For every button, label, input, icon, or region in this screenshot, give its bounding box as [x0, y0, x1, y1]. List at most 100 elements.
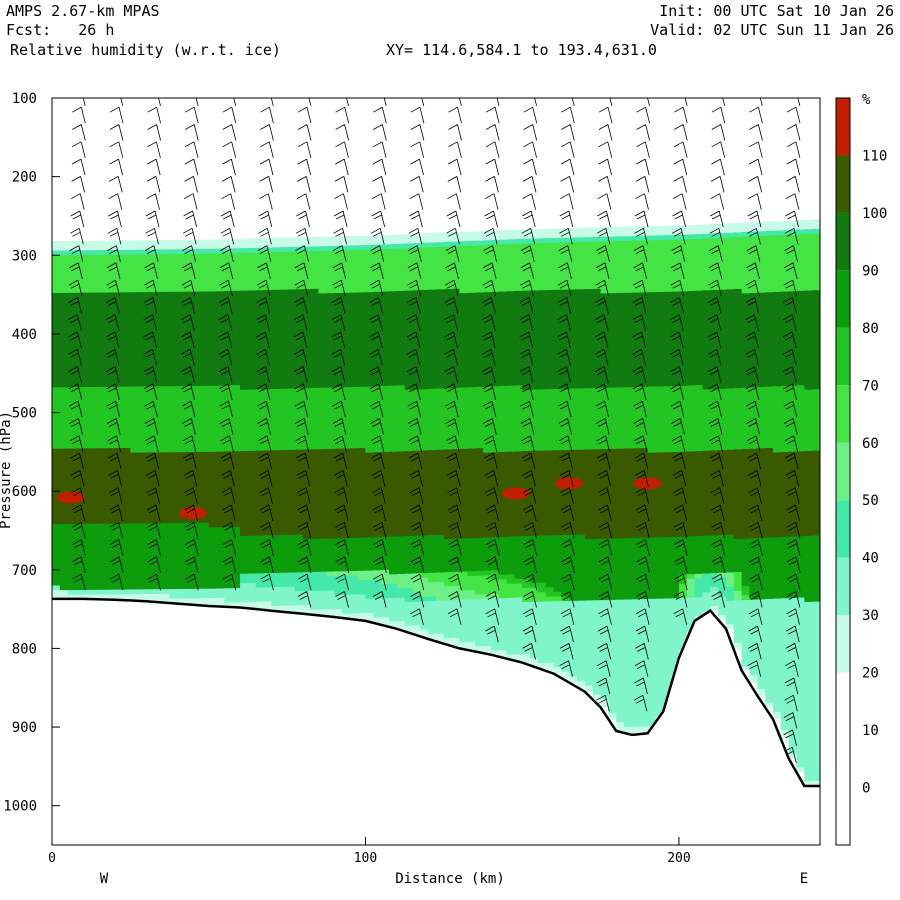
rh-cell	[757, 688, 766, 696]
rh-cell	[663, 239, 672, 293]
rh-cell	[443, 232, 453, 243]
rh-cell	[530, 229, 539, 240]
rh-cell	[169, 291, 178, 387]
rh-cell	[83, 250, 92, 256]
rh-cell	[592, 694, 602, 700]
rh-cell	[396, 597, 406, 622]
y-tick-label: 100	[12, 91, 37, 107]
rh-cell	[663, 386, 672, 453]
rh-cell	[804, 229, 813, 235]
rh-cell	[608, 241, 617, 294]
rh-cell	[185, 291, 194, 387]
rh-cell	[279, 572, 288, 588]
rh-cell	[177, 452, 186, 524]
rh-cell	[91, 523, 100, 591]
rh-cell	[185, 598, 194, 605]
rh-cell	[334, 571, 343, 577]
rh-cell	[169, 598, 178, 604]
rh-cell	[185, 522, 194, 590]
rh-cell	[718, 289, 727, 390]
rh-cell	[302, 539, 312, 573]
rh-cell	[52, 293, 61, 388]
rh-cell	[310, 590, 320, 611]
rh-cell	[804, 290, 813, 391]
rh-cell	[428, 596, 437, 602]
rh-cell	[200, 522, 210, 590]
rh-cell	[326, 538, 335, 573]
rh-cell	[271, 252, 280, 291]
rh-cell	[67, 250, 77, 256]
rh-cell	[765, 230, 774, 237]
colorbar-level-label: 40	[862, 551, 879, 567]
rh-cell	[796, 767, 805, 773]
rh-cell	[459, 245, 468, 294]
rh-cell	[365, 235, 374, 246]
rh-cell	[749, 387, 758, 450]
rh-cell	[52, 387, 61, 450]
rh-cell	[451, 387, 461, 450]
rh-cell	[804, 233, 813, 292]
rh-cell	[349, 292, 359, 388]
rh-cell	[569, 388, 578, 451]
rh-cell	[514, 229, 523, 240]
rh-cell	[631, 537, 641, 600]
rh-cell	[240, 248, 249, 254]
rh-cell	[702, 592, 711, 612]
rh-cell	[498, 650, 508, 657]
rh-cell	[616, 599, 625, 723]
rh-cell	[67, 292, 77, 388]
rh-cell	[318, 571, 327, 592]
rh-cell	[161, 386, 171, 453]
rh-cell	[757, 221, 766, 232]
rh-cell	[99, 240, 108, 251]
rh-cell	[506, 574, 515, 585]
rh-cell	[749, 599, 758, 676]
rh-cell	[788, 229, 798, 236]
rh-cell	[373, 244, 382, 251]
rh-cell	[224, 451, 233, 528]
valid-time-label: Valid: 02 UTC Sun 11 Jan 26	[650, 21, 894, 39]
rh-cell	[388, 385, 398, 453]
rh-cell	[436, 289, 445, 390]
rh-cell	[608, 713, 617, 720]
rh-cell	[631, 726, 641, 735]
rh-cell	[161, 254, 171, 293]
rh-cell	[59, 524, 69, 591]
rh-cell	[232, 248, 241, 254]
rh-cell	[396, 234, 406, 245]
rh-cell	[733, 642, 743, 650]
rh-cell	[153, 523, 163, 590]
rh-cell	[569, 242, 578, 291]
rh-cell	[592, 241, 602, 290]
rh-cell	[75, 240, 84, 251]
rh-cell	[428, 582, 437, 597]
rh-cell	[341, 292, 351, 388]
rh-cell	[420, 290, 429, 390]
rh-cell	[279, 388, 288, 451]
rh-cell	[169, 254, 178, 293]
rh-cell	[467, 292, 476, 388]
rh-cell	[741, 222, 751, 233]
rh-cell	[553, 237, 562, 244]
rh-cell	[545, 238, 555, 244]
rh-cell	[796, 451, 805, 537]
rh-cell	[373, 235, 382, 246]
colorbar-level-label: 80	[862, 321, 879, 337]
rh-cell	[428, 634, 437, 639]
rh-cell	[357, 235, 367, 246]
rh-cell	[75, 523, 84, 591]
rh-cell	[663, 452, 672, 538]
rh-cell	[537, 601, 547, 664]
rh-cell	[475, 599, 484, 647]
rh-cell	[153, 254, 163, 293]
wind-barb-column	[181, 98, 199, 591]
rh-cell	[624, 448, 633, 539]
rh-cell	[710, 290, 719, 390]
rh-cell	[247, 582, 257, 603]
rh-cell	[812, 389, 820, 452]
rh-cell	[420, 596, 429, 602]
rh-cell	[357, 580, 367, 595]
rh-cell	[193, 598, 202, 605]
wind-barb-column	[444, 98, 462, 625]
rh-cell	[255, 573, 265, 589]
